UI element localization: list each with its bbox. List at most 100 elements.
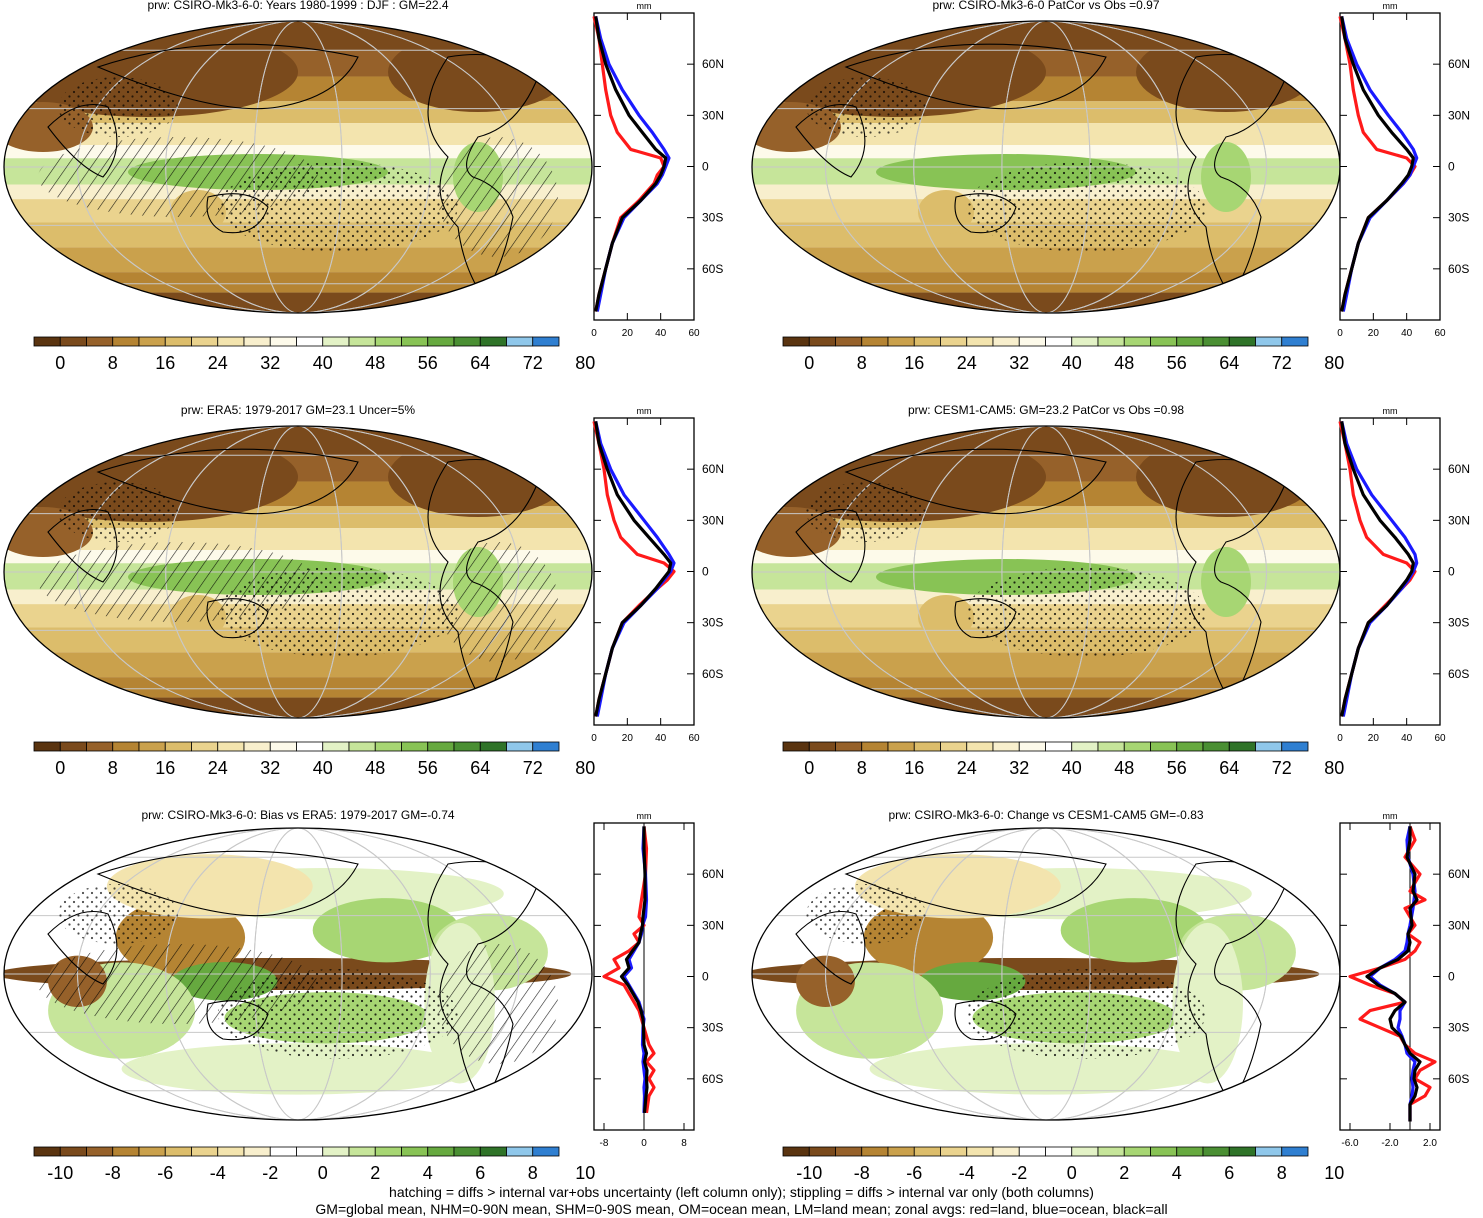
colorbar-cell [217, 741, 245, 752]
colorbar-label: 40 [1062, 353, 1082, 373]
colorbar-cell [940, 1146, 968, 1157]
colorbar-label: 56 [1167, 353, 1187, 373]
map-4 [752, 426, 1340, 718]
x-tick-label: 40 [655, 328, 667, 339]
x-tick-label: 60 [1434, 733, 1446, 744]
map-band [752, 677, 1340, 698]
colorbar-label: 32 [1009, 353, 1029, 373]
y-tick-label: 60S [702, 262, 723, 276]
x-tick-label: -6.0 [1341, 1138, 1359, 1149]
colorbar-label: 0 [804, 758, 814, 778]
colorbar-label: 8 [857, 353, 867, 373]
y-tick-label: 30N [702, 108, 724, 122]
colorbar-cell [348, 336, 376, 347]
map-band [4, 292, 592, 313]
colorbar-cell [532, 1146, 560, 1157]
map-band [752, 21, 1340, 51]
colorbar-cell [1097, 1146, 1125, 1157]
colorbar-label: 24 [957, 353, 977, 373]
colorbar-cell [164, 1146, 192, 1157]
colorbar: 0 8 16 24 32 40 48 56 64 72 80 [782, 336, 1344, 373]
y-tick-label: 0 [702, 565, 709, 579]
colorbar-label: 8 [528, 1163, 538, 1183]
x-tick-label: 40 [1401, 733, 1413, 744]
colorbar-label: 0 [318, 1163, 328, 1183]
colorbar-cell [1150, 741, 1178, 752]
y-tick-label: 60S [702, 1072, 723, 1086]
footer-line-means: GM=global mean, NHM=0-90N mean, SHM=0-90… [315, 1201, 1168, 1217]
colorbar-cell [1123, 336, 1151, 347]
wet-amazon [1201, 142, 1251, 212]
colorbar-cell [374, 336, 402, 347]
colorbar-label: 8 [108, 758, 118, 778]
y-tick-label: 60N [702, 462, 724, 476]
colorbar-cell [992, 336, 1020, 347]
colorbar-label: 64 [1219, 353, 1239, 373]
colorbar-cell [374, 1146, 402, 1157]
stippling [58, 482, 178, 542]
y-tick-label: 30S [1448, 1021, 1469, 1035]
colorbar-cell [401, 741, 429, 752]
colorbar-label: 16 [904, 353, 924, 373]
y-tick-label: 60S [1448, 667, 1469, 681]
x-tick-label: 0 [591, 328, 597, 339]
graticule-meridian [913, 426, 1179, 718]
x-tick-label: 20 [1368, 733, 1380, 744]
colorbar-label: 64 [470, 758, 490, 778]
colorbar-cell [374, 741, 402, 752]
colorbar-label: 6 [475, 1163, 485, 1183]
x-tick-label: 8 [681, 1138, 687, 1149]
map-band [752, 292, 1340, 313]
colorbar-label: 40 [313, 353, 333, 373]
colorbar-cell [532, 336, 560, 347]
colorbar-cell [243, 741, 271, 752]
colorbar-cell [1018, 336, 1046, 347]
zonal-series-line [619, 826, 649, 1114]
colorbar-cell [112, 336, 140, 347]
colorbar-cell [322, 1146, 350, 1157]
colorbar-cell [191, 741, 219, 752]
colorbar-cell [782, 336, 810, 347]
colorbar-label: 48 [365, 353, 385, 373]
colorbar-label: 0 [55, 758, 65, 778]
colorbar-cell [1071, 741, 1099, 752]
stippling [806, 884, 926, 944]
zonal-plot-3: 0 20 40 60 mm 60N 30N 0 30S 60S [591, 406, 724, 744]
y-tick-label: 60N [1448, 57, 1470, 71]
colorbar-cell [401, 336, 429, 347]
x-tick-label: 20 [622, 328, 634, 339]
x-tick-label: 20 [1368, 328, 1380, 339]
stippling [58, 884, 178, 944]
y-tick-label: 30S [1448, 616, 1469, 630]
x-axis-label: mm [637, 1, 652, 11]
y-tick-label: 60N [1448, 462, 1470, 476]
y-tick-label: 60N [702, 57, 724, 71]
y-tick-label: 0 [702, 160, 709, 174]
y-tick-label: 30S [702, 1021, 723, 1035]
colorbar-label: 2 [370, 1163, 380, 1183]
zonal-plot-1: 0 20 40 60 mm 60N 30N 0 30S 60S [591, 1, 724, 339]
colorbar-label: 0 [1067, 1163, 1077, 1183]
land-north-america [388, 32, 568, 112]
land-australia [918, 190, 974, 234]
colorbar-cell [940, 336, 968, 347]
zonal-series-line [602, 826, 656, 1114]
colorbar-cell [1071, 1146, 1099, 1157]
coastline [844, 850, 1107, 917]
colorbar-cell [269, 1146, 297, 1157]
land-australia [918, 595, 974, 639]
colorbar-label: -10 [796, 1163, 822, 1183]
colorbar-cell [1045, 741, 1073, 752]
x-axis-label: mm [1383, 406, 1398, 416]
colorbar-cell [243, 1146, 271, 1157]
colorbar-label: 32 [260, 758, 280, 778]
map-band [752, 272, 1340, 293]
colorbar-cell [191, 336, 219, 347]
stippling [806, 77, 926, 137]
colorbar-cell [1176, 336, 1204, 347]
y-tick-label: 30S [702, 211, 723, 225]
x-axis-label: mm [637, 811, 652, 821]
zonal-series-line [1340, 16, 1415, 312]
colorbar-label: 16 [904, 758, 924, 778]
colorbar-cell [138, 1146, 166, 1157]
